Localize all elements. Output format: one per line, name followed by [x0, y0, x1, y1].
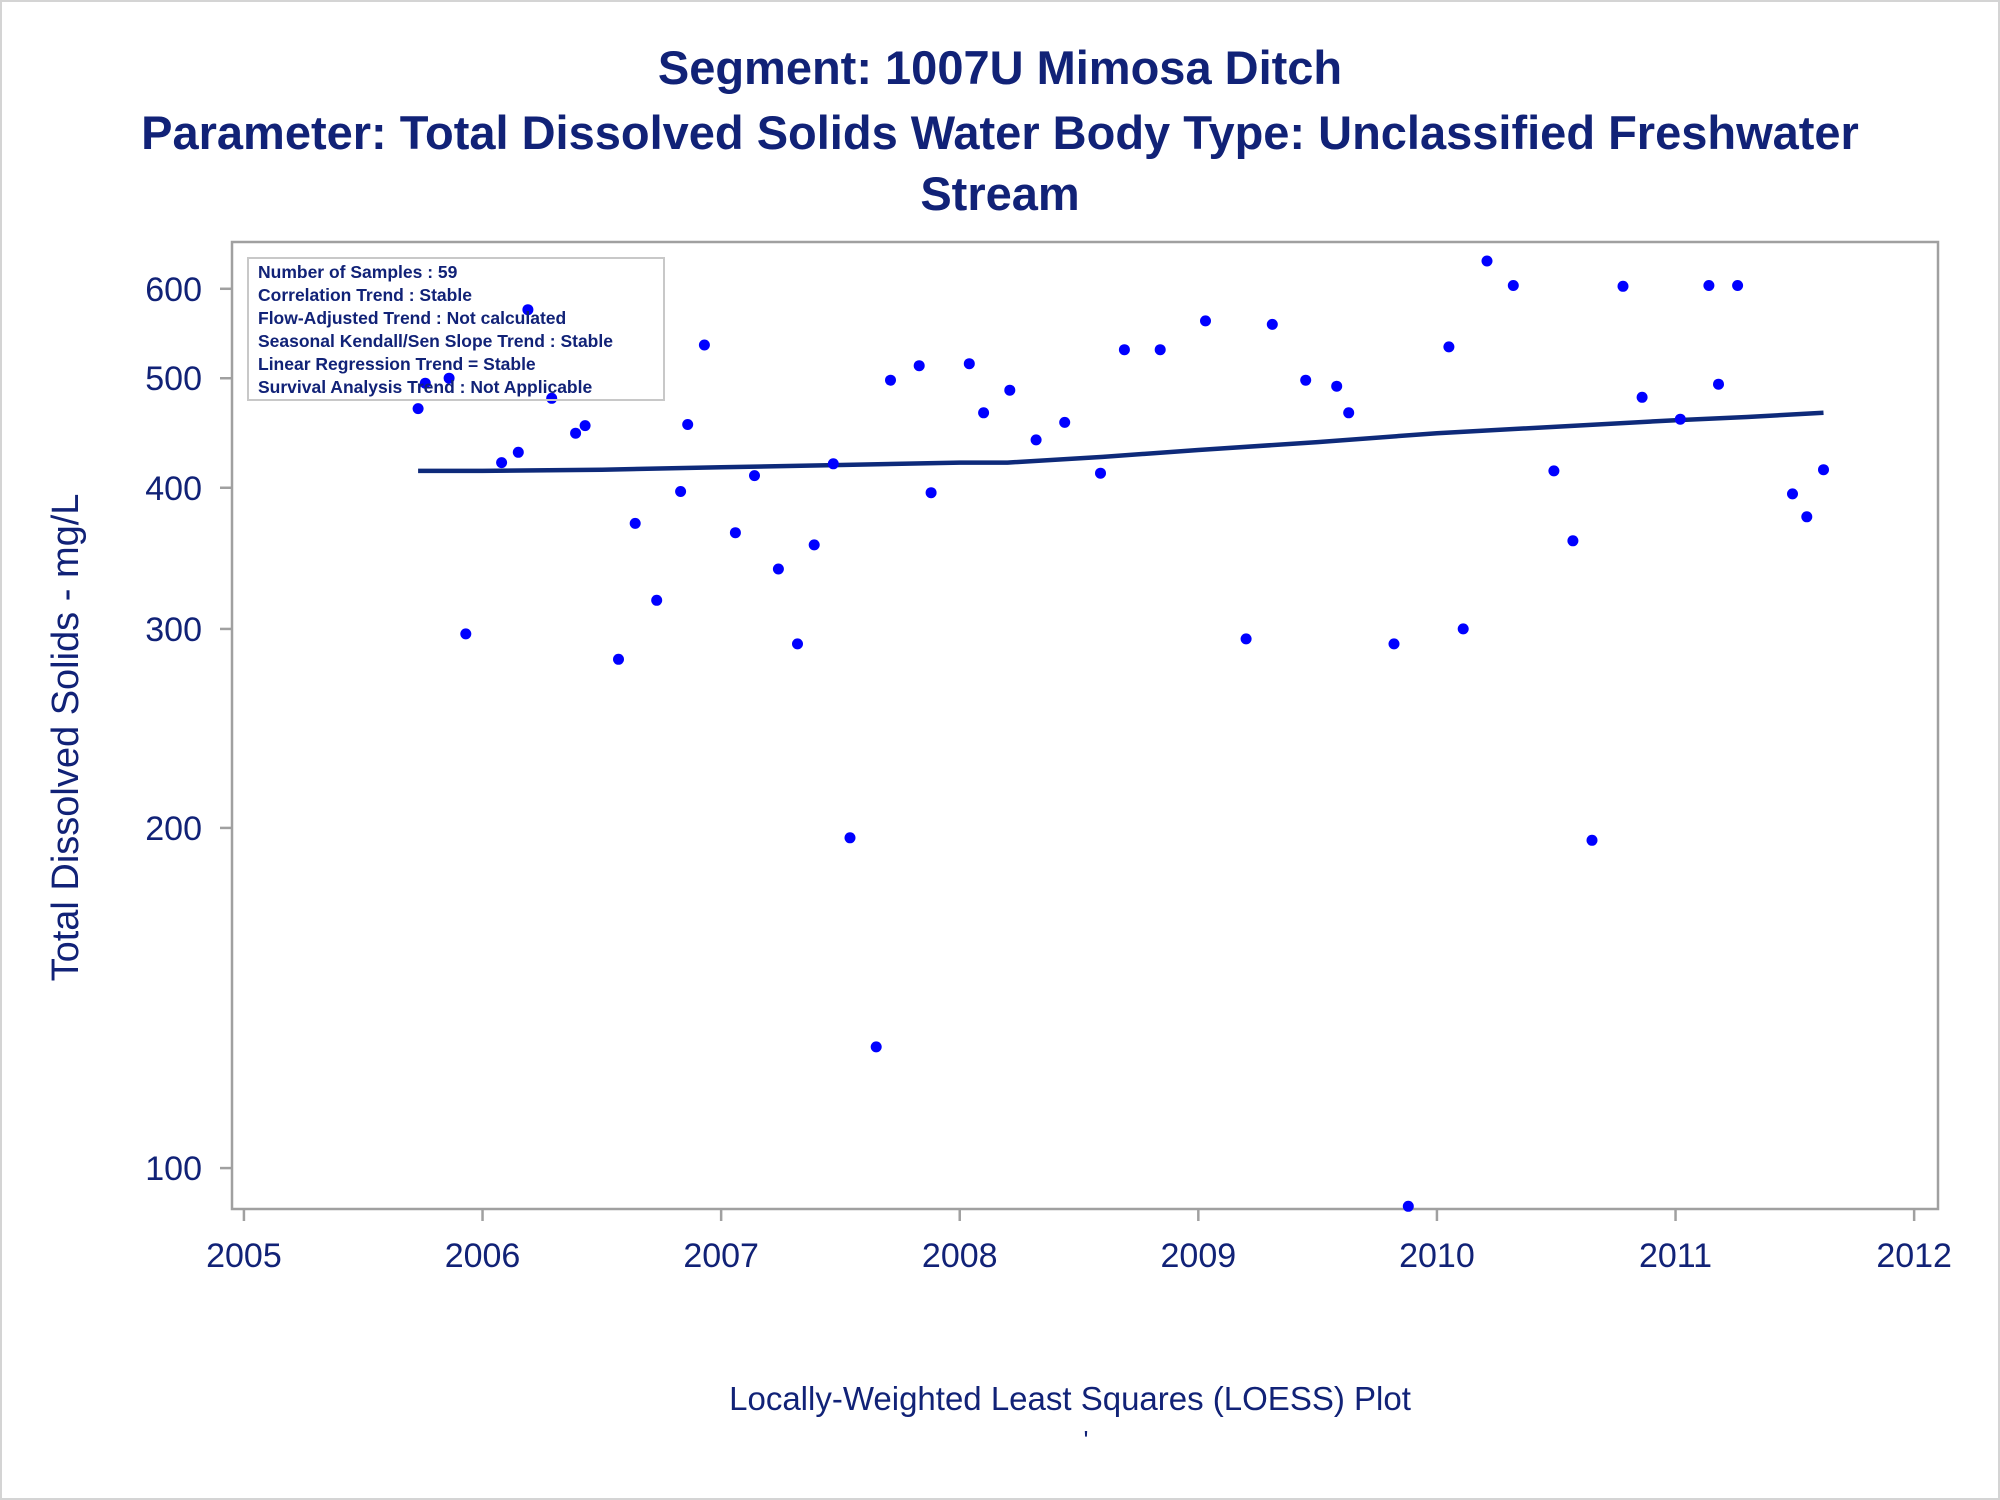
- data-point: [749, 470, 760, 482]
- stats-line: Flow-Adjusted Trend : Not calculated: [258, 308, 566, 328]
- data-point: [1118, 344, 1130, 356]
- data-point: [844, 832, 856, 844]
- data-point: [1343, 407, 1355, 419]
- data-point: [1548, 465, 1560, 477]
- data-point: [443, 372, 455, 384]
- data-point: [613, 653, 624, 665]
- stats-line: Linear Regression Trend = Stable: [258, 354, 536, 374]
- data-point: [1200, 315, 1211, 327]
- data-point: [1732, 280, 1744, 291]
- data-point: [925, 487, 937, 499]
- stats-line: Number of Samples : 59: [258, 262, 458, 282]
- data-point: [1617, 280, 1629, 292]
- y-tick-label: 600: [145, 271, 202, 309]
- y-tick-label: 300: [145, 611, 202, 649]
- data-point: [1481, 255, 1493, 267]
- data-point: [978, 407, 990, 419]
- data-point: [1507, 280, 1519, 291]
- data-point: [1004, 384, 1016, 396]
- data-point: [1030, 434, 1042, 446]
- data-point: [913, 360, 925, 372]
- data-point: [460, 628, 472, 640]
- x-tick-label: 2006: [445, 1237, 521, 1275]
- data-point: [1818, 464, 1829, 476]
- chart-subtitle: Parameter: Total Dissolved Solids Water …: [141, 106, 1859, 159]
- data-point: [496, 457, 508, 469]
- data-point: [1457, 623, 1469, 635]
- data-point: [698, 339, 710, 351]
- data-point: [1674, 413, 1686, 425]
- y-tick-label: 100: [145, 1150, 202, 1188]
- data-point: [1443, 341, 1455, 353]
- x-tick-label: 2010: [1399, 1237, 1475, 1275]
- data-point: [570, 427, 582, 439]
- chart-footnote: Locally-Weighted Least Squares (LOESS) P…: [729, 1380, 1411, 1417]
- data-point: [419, 377, 431, 389]
- data-point: [579, 420, 591, 432]
- data-point: [675, 486, 687, 497]
- chart-title: Segment: 1007U Mimosa Ditch: [657, 41, 1343, 94]
- data-point: [1240, 633, 1252, 645]
- y-tick-label: 400: [145, 470, 202, 508]
- x-tick-label: 2008: [922, 1237, 998, 1275]
- data-point: [1636, 391, 1648, 403]
- data-point: [1300, 374, 1312, 386]
- data-point: [1567, 535, 1579, 547]
- data-point: [1402, 1200, 1414, 1212]
- plot-area: [230, 240, 1940, 1211]
- loess-curve: [418, 410, 1824, 474]
- data-point: [546, 392, 558, 404]
- data-point: [1713, 378, 1724, 390]
- data-point: [512, 446, 524, 458]
- data-point: [651, 594, 663, 606]
- data-point: [1388, 638, 1400, 650]
- stats-line: Survival Analysis Trend : Not Applicable: [258, 377, 592, 397]
- stats-line: Seasonal Kendall/Sen Slope Trend : Stabl…: [258, 331, 613, 351]
- stats-line: Correlation Trend : Stable: [258, 285, 472, 305]
- x-tick-label: 2011: [1639, 1237, 1712, 1275]
- data-point: [772, 563, 784, 575]
- data-point: [792, 638, 803, 650]
- data-point: [1586, 834, 1598, 846]
- x-tick-label: 2012: [1876, 1237, 1952, 1275]
- data-point: [808, 539, 820, 551]
- data-point: [412, 403, 424, 415]
- data-point: [629, 517, 641, 529]
- x-tick-label: 2005: [206, 1237, 282, 1275]
- data-point: [1059, 416, 1071, 428]
- data-point: [827, 458, 839, 470]
- data-point: [729, 527, 741, 539]
- data-point: [963, 358, 975, 370]
- footnote-mark: ': [1083, 1425, 1089, 1455]
- data-point: [885, 374, 896, 386]
- data-point: [1703, 280, 1715, 291]
- data-point: [1787, 488, 1798, 500]
- x-tick-label: 2009: [1161, 1237, 1237, 1275]
- data-point: [1331, 380, 1343, 392]
- data-point: [522, 304, 534, 316]
- y-tick-label: 500: [145, 360, 202, 398]
- data-point: [1095, 467, 1106, 479]
- data-point: [1154, 344, 1166, 356]
- data-point: [682, 419, 694, 430]
- data-point: [870, 1041, 882, 1053]
- x-tick-label: 2007: [683, 1237, 759, 1275]
- data-point: [1266, 318, 1278, 330]
- chart-subtitle-continued: Stream: [920, 167, 1080, 220]
- y-tick-label: 200: [145, 810, 202, 848]
- y-axis-label: Total Dissolved Solids - mg/L: [45, 494, 87, 982]
- stats-box: [247, 257, 665, 401]
- data-point: [1801, 511, 1813, 523]
